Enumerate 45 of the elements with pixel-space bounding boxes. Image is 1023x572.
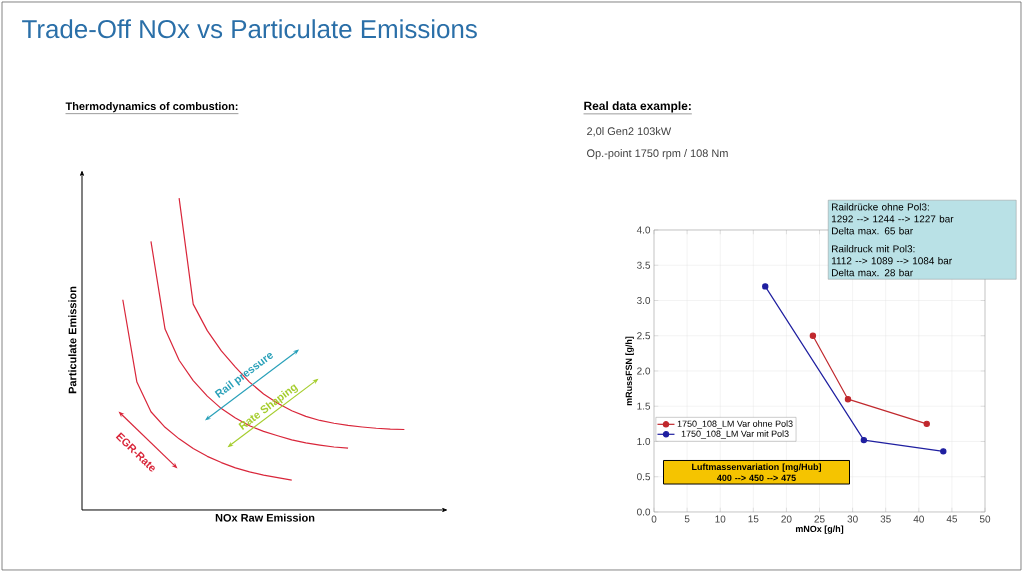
y-axis-title: Particulate Emission xyxy=(68,286,77,394)
y-tick-label: 2.0 xyxy=(637,367,651,375)
y-tick-label: 0.5 xyxy=(637,473,651,481)
annotation: 400 --> 450 --> 475 xyxy=(717,474,796,482)
point xyxy=(940,448,947,455)
legend-label: 1750_108_LM Var ohne Pol3 xyxy=(677,420,793,429)
x-tick-label: 35 xyxy=(880,515,891,523)
x-tick-label: 50 xyxy=(979,515,991,523)
y-tick-label: 3.0 xyxy=(637,296,651,305)
annotation: Delta max. 28 bar xyxy=(832,268,913,277)
x-tick-label: 0 xyxy=(651,515,657,523)
chart-title: Trade-Off NOx vs Particulate Emissions xyxy=(22,19,477,39)
point xyxy=(860,436,868,444)
point xyxy=(762,283,769,290)
x-tick-label: 20 xyxy=(781,515,792,523)
x-tick-label: 45 xyxy=(946,515,958,523)
x-tick-label: 5 xyxy=(684,515,690,523)
text: Op.-point 1750 rpm / 108 Nm xyxy=(587,149,728,160)
point xyxy=(844,395,852,403)
x-tick-label: 25 xyxy=(814,515,825,523)
point xyxy=(809,332,817,339)
annotation: Luftmassenvariation [mg/Hub] xyxy=(692,463,822,472)
legend-label: 1750_108_LM Var mit Pol3 xyxy=(681,430,789,439)
y-tick-label: 0.0 xyxy=(637,508,651,516)
annotation: Delta max. 65 bar xyxy=(832,227,913,235)
y-tick-label: 2.5 xyxy=(637,332,651,340)
annotation: 1112 --> 1089 --> 1084 bar xyxy=(831,257,952,265)
y-tick-label: 1.5 xyxy=(637,402,651,410)
text: 1292 --> 1244 --> 1227 bar xyxy=(831,215,954,223)
chart-subtitle: Thermodynamics of combustion: xyxy=(65,102,238,113)
y-tick-label: 4.0 xyxy=(636,226,651,234)
x-axis-title: mNOx [g/h] xyxy=(795,525,844,534)
point xyxy=(923,420,930,428)
x-axis-title: NOx Raw Emission xyxy=(215,513,315,522)
x-tick-label: 30 xyxy=(847,515,858,523)
text: Raildrücke ohne Pol3: xyxy=(832,203,929,211)
y-tick-label: 1.0 xyxy=(637,437,651,446)
x-tick-label: 10 xyxy=(715,515,726,523)
y-tick-label: 3.5 xyxy=(637,261,651,269)
x-tick-label: 15 xyxy=(748,515,759,523)
chart-title: Real data example: xyxy=(584,101,691,113)
chart-subtitle: 2,0l Gen2 103kW xyxy=(587,127,672,137)
annotation: Raildruck mit Pol3: xyxy=(832,245,915,253)
x-tick-label: 40 xyxy=(913,515,924,523)
y-axis-title: mRussFSN [g/h] xyxy=(625,336,634,406)
